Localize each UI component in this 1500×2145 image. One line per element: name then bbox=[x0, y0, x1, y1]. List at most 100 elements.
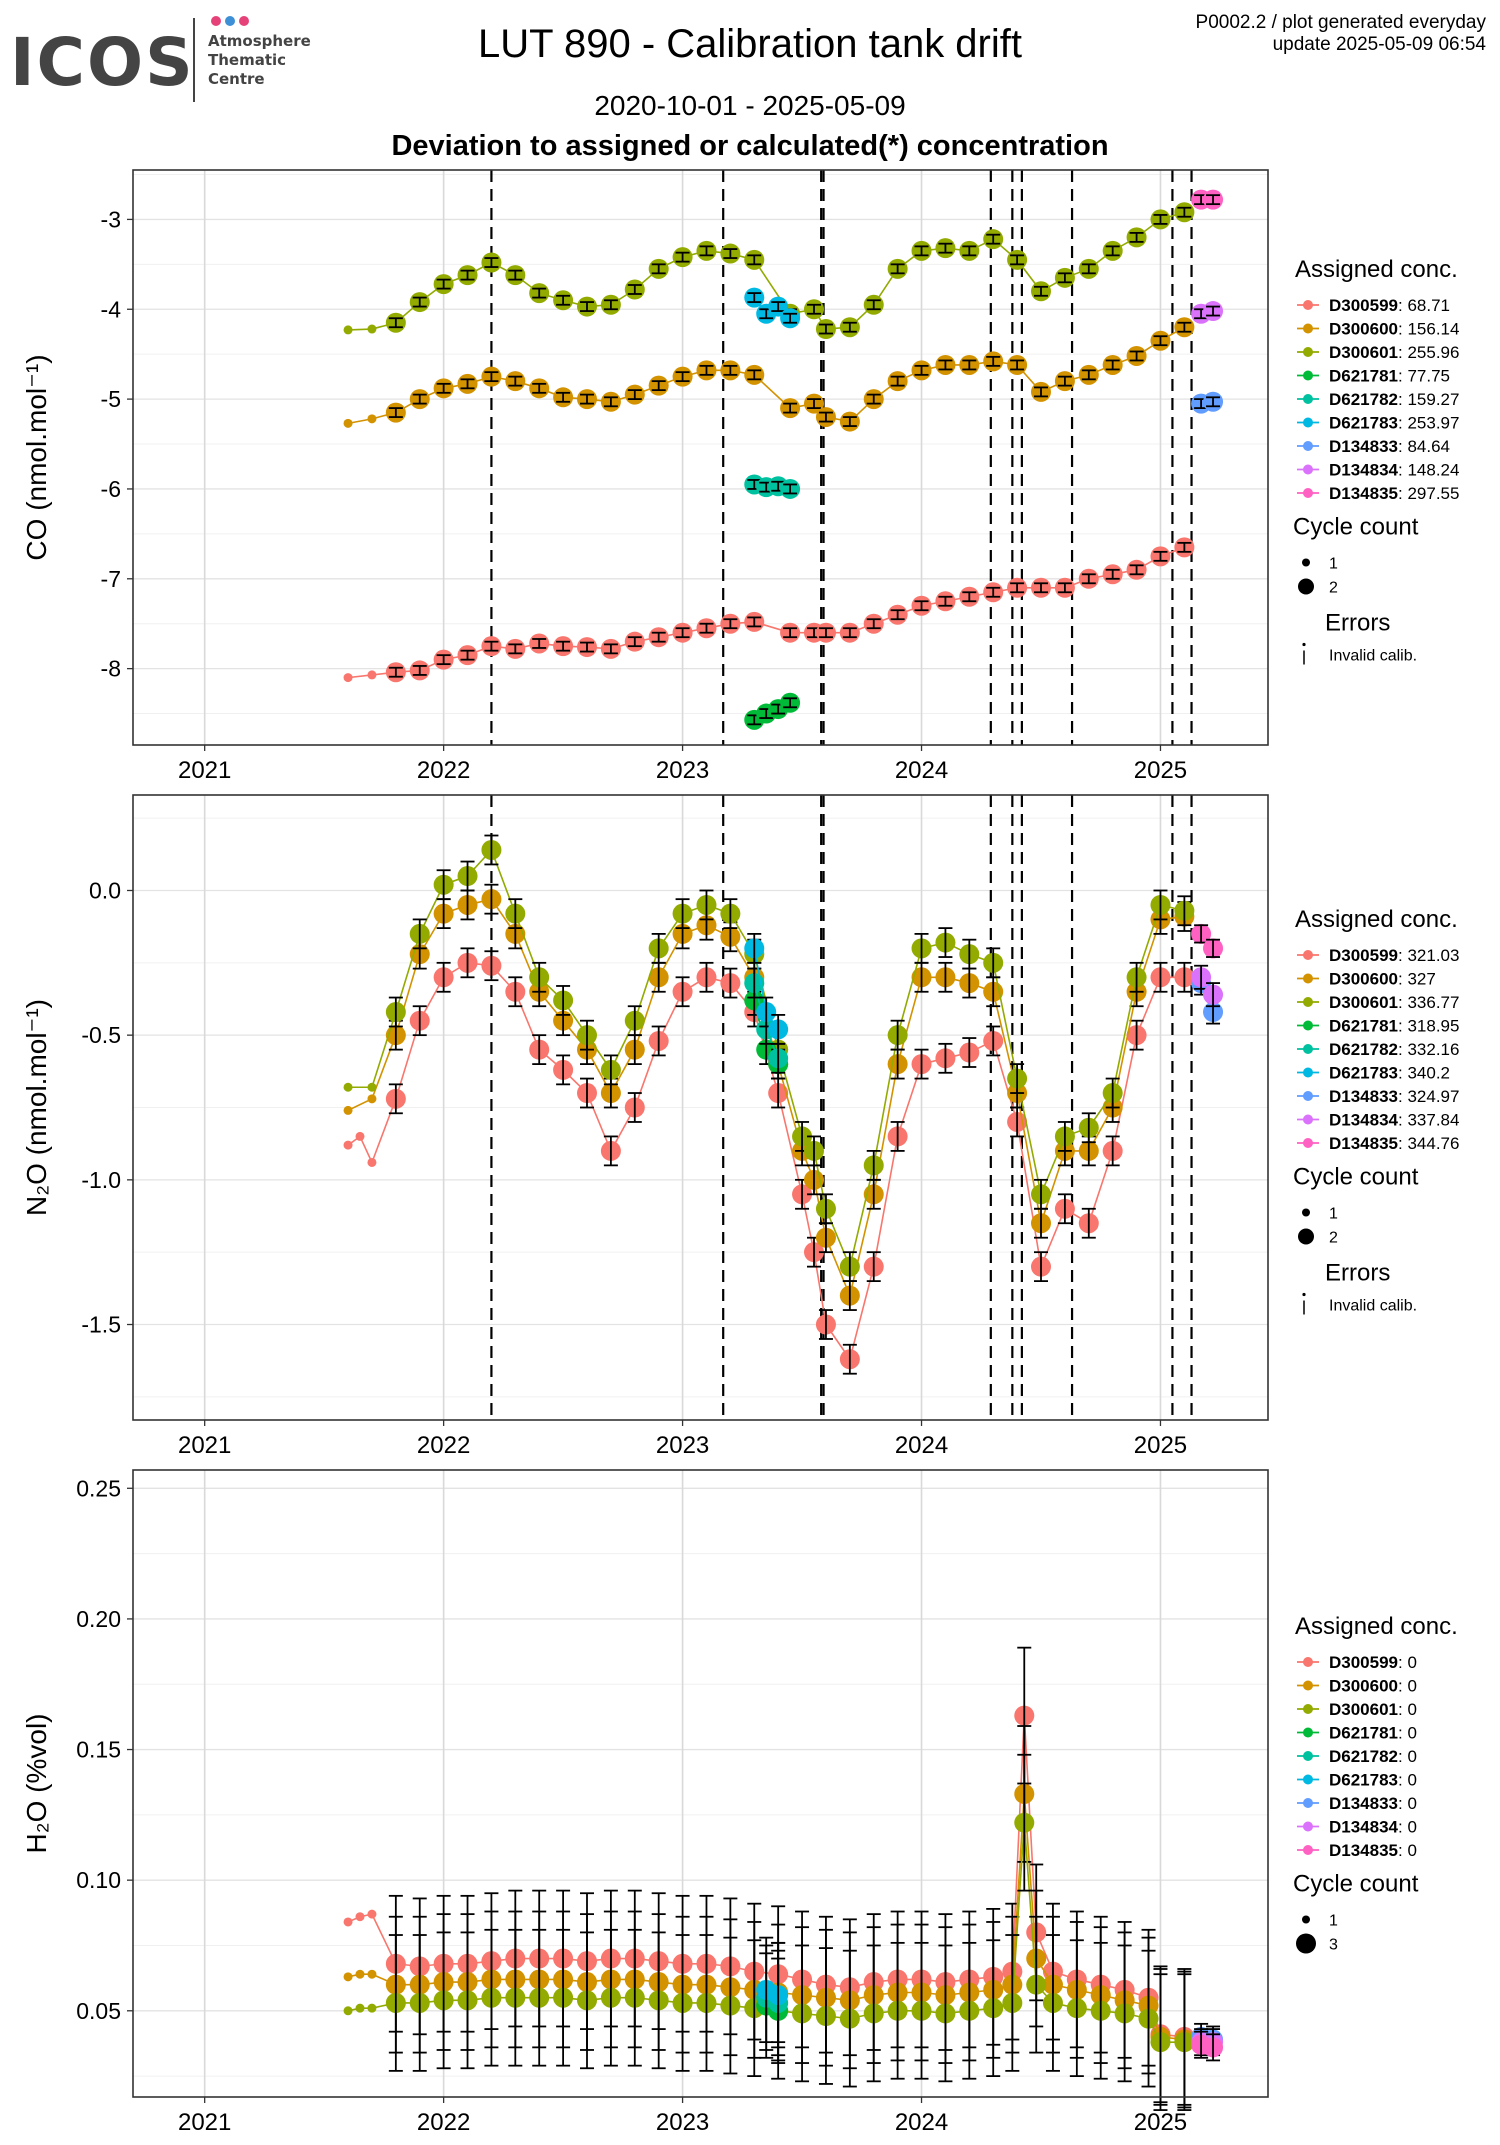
x-tick-label: 2021 bbox=[178, 2109, 231, 2136]
cycle-count-key-small bbox=[1302, 1208, 1310, 1217]
y-axis-label: CO (nmol.mol⁻¹) bbox=[21, 354, 52, 560]
y-tick-label: 0.25 bbox=[76, 1475, 121, 1501]
legend-entry: D134834: 337.84 bbox=[1329, 1111, 1459, 1130]
legend-tank-id: D134835 bbox=[1329, 484, 1398, 503]
x-tick-label: 2021 bbox=[178, 757, 231, 784]
legend-tank-value: : 0 bbox=[1398, 1724, 1417, 1743]
data-point bbox=[343, 1972, 353, 1982]
legend-tank-value: : 327 bbox=[1398, 970, 1436, 989]
legend-tank-value: : 321.03 bbox=[1398, 946, 1459, 965]
legend-entry: D134835: 344.76 bbox=[1329, 1134, 1459, 1153]
legend-tank-id: D300601 bbox=[1329, 343, 1398, 362]
legend-key-dot bbox=[1303, 300, 1313, 310]
data-point bbox=[367, 324, 377, 334]
data-point bbox=[343, 673, 353, 683]
x-tick-label: 2024 bbox=[895, 1432, 948, 1459]
chart-panel: 0.05 0.10 0.15 0.20 0.25 2021 2022 2023 2024 2025… bbox=[21, 1469, 1458, 2136]
logo-sub-line: Centre bbox=[208, 70, 265, 88]
legend-key-dot bbox=[1303, 1020, 1313, 1031]
legend-key-dot bbox=[1303, 464, 1313, 475]
x-tick-label: 2024 bbox=[895, 757, 948, 784]
legend-entry: D134833: 84.64 bbox=[1329, 437, 1450, 456]
legend-key-dot bbox=[1303, 347, 1313, 357]
legend-entry: D300600: 156.14 bbox=[1329, 320, 1459, 339]
legend-key-dot bbox=[1303, 394, 1313, 404]
legend-tank-id: D134835 bbox=[1329, 1134, 1398, 1153]
y-axis-label: H₂O (%vol) bbox=[21, 1714, 52, 1854]
invalid-key-dot bbox=[1302, 1292, 1306, 1297]
data-point bbox=[343, 2006, 353, 2016]
legend-tank-id: D621783 bbox=[1329, 414, 1398, 433]
data-point bbox=[367, 1082, 377, 1092]
legend-key-dot bbox=[1303, 488, 1313, 498]
legend-tank-id: D621781 bbox=[1329, 367, 1398, 386]
y-tick-label: 0.0 bbox=[89, 877, 121, 903]
legend-title: Errors bbox=[1325, 610, 1390, 637]
legend-key-dot bbox=[1303, 1067, 1313, 1078]
legend-entry: D300601: 0 bbox=[1329, 1700, 1417, 1719]
legend-tank-id: D300601 bbox=[1329, 1700, 1398, 1719]
data-point bbox=[355, 1912, 365, 1922]
legend-entry: D134833: 324.97 bbox=[1329, 1087, 1459, 1106]
panel-border bbox=[132, 1469, 1269, 2098]
legend-key-dot bbox=[1303, 950, 1313, 960]
legend-key-dot bbox=[1303, 1774, 1313, 1785]
page-title: LUT 890 - Calibration tank drift bbox=[478, 22, 1022, 66]
legend-title: Assigned conc. bbox=[1295, 1613, 1458, 1640]
legend-tank-value: : 255.96 bbox=[1398, 343, 1459, 362]
legend-key-dot bbox=[1303, 1751, 1313, 1761]
chart-panel: -1.5 -1.0 -0.5 0.0 2021 2022 2023 2024 2025 N₂O (… bbox=[21, 794, 1459, 1459]
series-D621783 bbox=[744, 932, 789, 1045]
legend-tank-value: : 318.95 bbox=[1398, 1017, 1459, 1036]
y-tick-label: -1.5 bbox=[81, 1312, 121, 1338]
x-tick-label: 2025 bbox=[1134, 1432, 1187, 1459]
legend-tank-id: D134834 bbox=[1329, 461, 1399, 480]
legend-tank-value: : 0 bbox=[1398, 1677, 1417, 1696]
cycle-count-key-small bbox=[1302, 558, 1310, 567]
series-D134835 bbox=[1191, 189, 1224, 210]
legend-key-dot bbox=[1303, 1657, 1313, 1667]
y-tick-label: 0.15 bbox=[76, 1737, 121, 1763]
data-point bbox=[343, 1105, 353, 1115]
series-D300601 bbox=[343, 202, 1195, 340]
legend-tank-id: D300600 bbox=[1329, 1677, 1398, 1696]
legend-tank-value: : 159.27 bbox=[1398, 390, 1459, 409]
series-D300600 bbox=[343, 317, 1195, 432]
series-D134834 bbox=[1191, 301, 1224, 324]
legend-tank-id: D300599 bbox=[1329, 1653, 1398, 1672]
legend-tank-id: D300600 bbox=[1329, 320, 1398, 339]
legend-title: Errors bbox=[1325, 1260, 1390, 1287]
data-point bbox=[367, 1157, 377, 1167]
data-point bbox=[355, 2003, 365, 2013]
legend-tank-id: D300599 bbox=[1329, 946, 1398, 965]
legend-tank-id: D300599 bbox=[1329, 296, 1398, 315]
logo-divider bbox=[193, 18, 195, 102]
series-D134835 bbox=[1191, 923, 1224, 959]
legend-entry: D134834: 148.24 bbox=[1329, 461, 1459, 480]
legend-key-dot bbox=[1303, 1727, 1313, 1738]
legend-entry: D134835: 0 bbox=[1329, 1841, 1417, 1860]
legend-entry: D300599: 0 bbox=[1329, 1653, 1417, 1672]
series-D300599 bbox=[343, 947, 1195, 1375]
legend-entry: D300601: 336.77 bbox=[1329, 993, 1459, 1012]
legend-tank-value: : 0 bbox=[1398, 1841, 1417, 1860]
date-range: 2020-10-01 - 2025-05-09 bbox=[594, 90, 906, 121]
x-tick-label: 2023 bbox=[656, 2109, 709, 2136]
logo-subtitle: Atmosphere Thematic Centre bbox=[208, 32, 311, 89]
legend-tank-value: : 337.84 bbox=[1398, 1111, 1459, 1130]
panel-border bbox=[132, 794, 1269, 1421]
data-point bbox=[355, 1131, 365, 1141]
invalid-calib-label: Invalid calib. bbox=[1329, 1298, 1417, 1315]
legend-tank-value: : 0 bbox=[1398, 1700, 1417, 1719]
legend-tank-id: D621781 bbox=[1329, 1017, 1398, 1036]
legend-entry: D300599: 321.03 bbox=[1329, 946, 1459, 965]
legend-tank-value: : 0 bbox=[1398, 1818, 1417, 1837]
series-D300599 bbox=[343, 1646, 1195, 2106]
cycle-count-key-small bbox=[1302, 1915, 1310, 1924]
series-D621783 bbox=[744, 287, 801, 329]
cycle-count-label: 2 bbox=[1329, 580, 1338, 597]
data-point bbox=[343, 418, 353, 428]
legend-tank-id: D300600 bbox=[1329, 970, 1398, 989]
